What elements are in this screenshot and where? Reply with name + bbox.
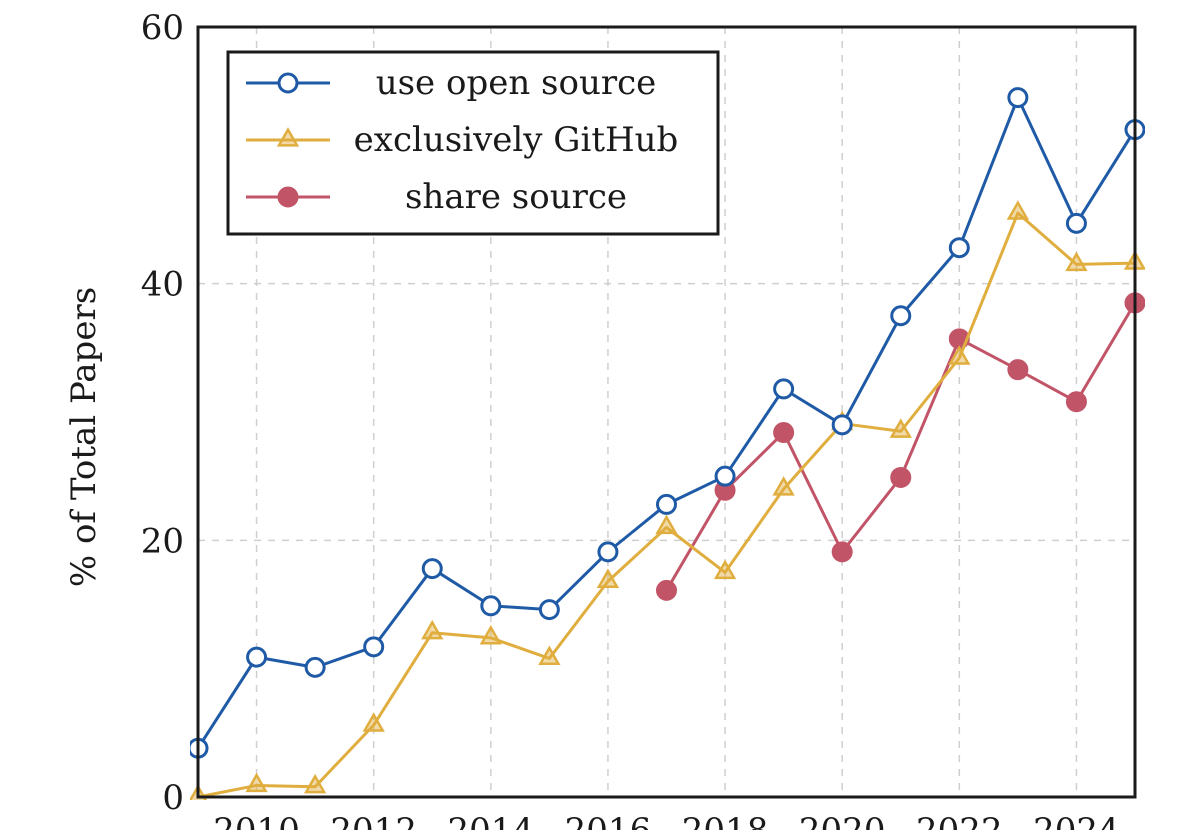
data-point: [277, 72, 299, 94]
data-point: [363, 636, 385, 658]
data-point: [245, 772, 268, 793]
data-point: [890, 466, 912, 488]
data-point: [1007, 359, 1029, 381]
data-point: [479, 624, 502, 645]
data-point: [362, 712, 385, 732]
data-point: [713, 559, 737, 580]
x-tick-label: 2022: [916, 811, 1003, 830]
data-point: [889, 418, 912, 438]
y-tick-label: 60: [141, 8, 184, 48]
y-tick-label: 20: [141, 521, 184, 561]
data-point: [538, 645, 561, 666]
legend-label: use open source: [376, 63, 657, 103]
data-point: [597, 541, 619, 563]
plot-frame: [196, 25, 1137, 799]
y-tick-label: 40: [141, 265, 184, 305]
x-tick-label: 2020: [799, 811, 886, 830]
data-point: [421, 619, 444, 640]
data-point: [421, 558, 443, 580]
data-point: [538, 599, 560, 621]
data-point: [772, 476, 795, 496]
data-point: [277, 186, 299, 208]
data-point: [714, 465, 736, 487]
data-point: [655, 514, 678, 535]
data-point: [656, 579, 677, 601]
legend: use open source exclusively GitHub share s…: [226, 50, 720, 236]
data-point: [246, 646, 268, 668]
data-point: [890, 305, 912, 327]
x-tick-label: 2010: [213, 811, 300, 830]
data-point: [831, 541, 853, 563]
y-axis-title: % of Total Papers: [64, 287, 104, 587]
series-line: [197, 211, 1136, 799]
x-tick-label: 2012: [330, 811, 417, 830]
legend-item: share source: [246, 177, 627, 217]
data-point: [1006, 200, 1030, 220]
data-point: [303, 773, 327, 794]
x-tick-label: 2016: [565, 811, 652, 830]
data-point: [1065, 391, 1087, 413]
legend-label: share source: [405, 177, 627, 217]
x-tick-label: 2018: [682, 811, 769, 830]
legend-label: exclusively GitHub: [354, 120, 679, 160]
data-point: [773, 378, 795, 400]
data-point: [480, 595, 502, 617]
legend-item: use open source: [246, 63, 656, 103]
data-point: [773, 422, 795, 444]
data-point: [656, 493, 677, 515]
data-point: [948, 237, 970, 259]
data-point: [596, 568, 620, 589]
data-point: [948, 345, 971, 365]
series-line: [665, 302, 1137, 592]
legend-item: exclusively GitHub: [246, 120, 678, 160]
x-tick-label: 2014: [448, 811, 535, 830]
data-point: [1065, 212, 1087, 234]
data-point: [276, 127, 300, 147]
x-tick-label: 2024: [1033, 811, 1120, 830]
series-share-source: [656, 292, 1145, 601]
y-tick-label: 0: [162, 778, 184, 818]
data-point: [1007, 87, 1029, 109]
data-point: [831, 414, 853, 436]
data-point: [304, 656, 326, 678]
data-point: [1065, 251, 1088, 272]
